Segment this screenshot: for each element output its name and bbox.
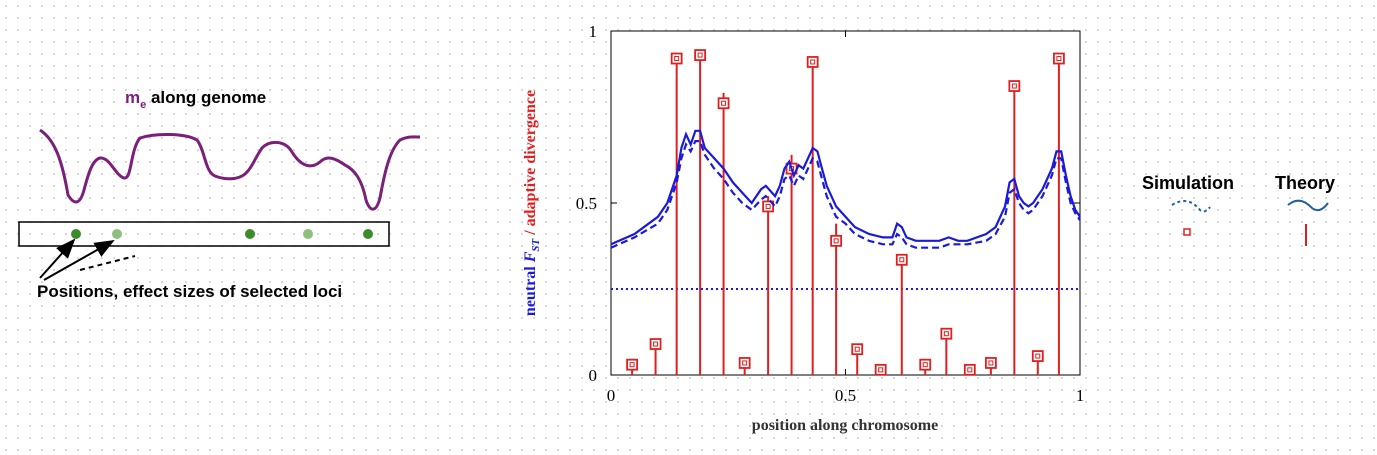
simulation-marker-19 [1052, 52, 1065, 65]
simulation-marker-dot-16 [988, 360, 994, 366]
simulation-marker-dot-15 [967, 367, 973, 373]
simulation-marker-9 [830, 234, 843, 247]
fst-dashed-line [610, 140, 1081, 249]
pointer-arrow-1 [39, 238, 76, 279]
simulation-marker-dot-8 [810, 59, 816, 65]
simulation-marker-dot-19 [1056, 56, 1062, 62]
diagram-title-var: m [125, 88, 140, 107]
legend-theory-label: Theory [1275, 173, 1335, 193]
simulation-marker-15 [963, 363, 976, 376]
fst-series [610, 129, 1081, 249]
y-axis-label-part-1: F [522, 251, 539, 263]
genome-diagram: me along genome Positions, effect sizes … [18, 88, 421, 301]
legend-simulation-label: Simulation [1142, 173, 1234, 193]
pointer-dashed-line [79, 255, 136, 271]
simulation-marker-10 [851, 343, 864, 356]
simulation-marker-13 [919, 358, 932, 371]
simulation-marker-6 [762, 200, 775, 213]
simulation-marker-dot-14 [943, 331, 949, 337]
legend-simulation-dashed-line [1171, 200, 1211, 213]
plot-frame [610, 30, 1081, 376]
migration-rate-curve [39, 128, 421, 211]
simulation-marker-dot-4 [721, 100, 727, 106]
tick-labels: 0 0.5 1 0 0.5 1 [576, 22, 1085, 405]
chromosome-bar [18, 221, 390, 247]
simulation-marker-dot-10 [854, 346, 860, 352]
y-axis-label: neutral FST / adaptive divergence [522, 90, 542, 316]
diagram-title-sub: e [140, 99, 146, 111]
simulation-marker-dot-18 [1035, 353, 1041, 359]
loci-caption: Positions, effect sizes of selected loci [37, 282, 342, 301]
x-tick-label: 1 [1076, 386, 1085, 405]
x-axis-label: position along chromosome [752, 417, 938, 434]
selected-locus-2 [112, 229, 122, 239]
simulation-marker-dot-1 [653, 341, 659, 347]
y-tick-label: 0.5 [576, 194, 597, 213]
simulation-marker-5 [738, 357, 751, 369]
simulation-marker-11 [874, 363, 887, 376]
adaptive-loci [626, 49, 1065, 376]
simulation-marker-3 [694, 49, 707, 61]
y-axis-label-part-0: neutral [522, 262, 539, 316]
pointer-arrow-2 [43, 240, 115, 281]
selected-locus-4 [303, 229, 313, 239]
legend-simulation-marker-icon [1183, 228, 1191, 236]
selected-locus-1 [71, 229, 81, 239]
simulation-marker-2 [670, 52, 683, 65]
y-tick-label: 0 [589, 366, 598, 385]
selected-locus-5 [363, 229, 373, 239]
simulation-marker-dot-13 [922, 362, 928, 368]
simulation-marker-dot-9 [833, 238, 839, 244]
selected-locus-3 [245, 229, 255, 239]
simulation-marker-0 [626, 358, 639, 371]
diagram-title-rest: along genome [146, 88, 266, 107]
simulation-marker-dot-17 [1011, 83, 1017, 89]
simulation-marker-dot-12 [899, 257, 905, 263]
simulation-marker-4 [717, 97, 730, 110]
simulation-marker-dot-0 [629, 362, 635, 368]
legend: Simulation Theory [1142, 173, 1335, 246]
simulation-marker-8 [806, 56, 819, 68]
x-tick-label: 0.5 [835, 386, 856, 405]
simulation-marker-dot-5 [742, 360, 748, 366]
legend-theory-line-icon [1287, 199, 1329, 212]
y-axis-label-part-3: / adaptive divergence [522, 90, 539, 239]
simulation-marker-16 [984, 357, 997, 369]
y-axis-label-part-2: ST [530, 238, 542, 252]
divergence-chart: 0 0.5 1 0 0.5 1 position along chromosome neu… [522, 22, 1084, 434]
simulation-marker-dot-11 [878, 367, 884, 373]
y-tick-label: 1 [589, 22, 598, 41]
simulation-marker-1 [649, 338, 662, 350]
simulation-marker-dot-2 [674, 56, 680, 62]
simulation-marker-17 [1008, 80, 1021, 92]
simulation-marker-dot-6 [765, 203, 771, 209]
simulation-marker-14 [940, 327, 953, 340]
simulation-marker-dot-3 [697, 52, 703, 58]
simulation-marker-18 [1031, 350, 1044, 362]
tick-marks [610, 30, 1081, 376]
diagram-title: me along genome [125, 88, 266, 111]
simulation-marker-12 [895, 253, 908, 266]
fst-solid-line [610, 129, 1081, 246]
x-tick-label: 0 [607, 386, 616, 405]
